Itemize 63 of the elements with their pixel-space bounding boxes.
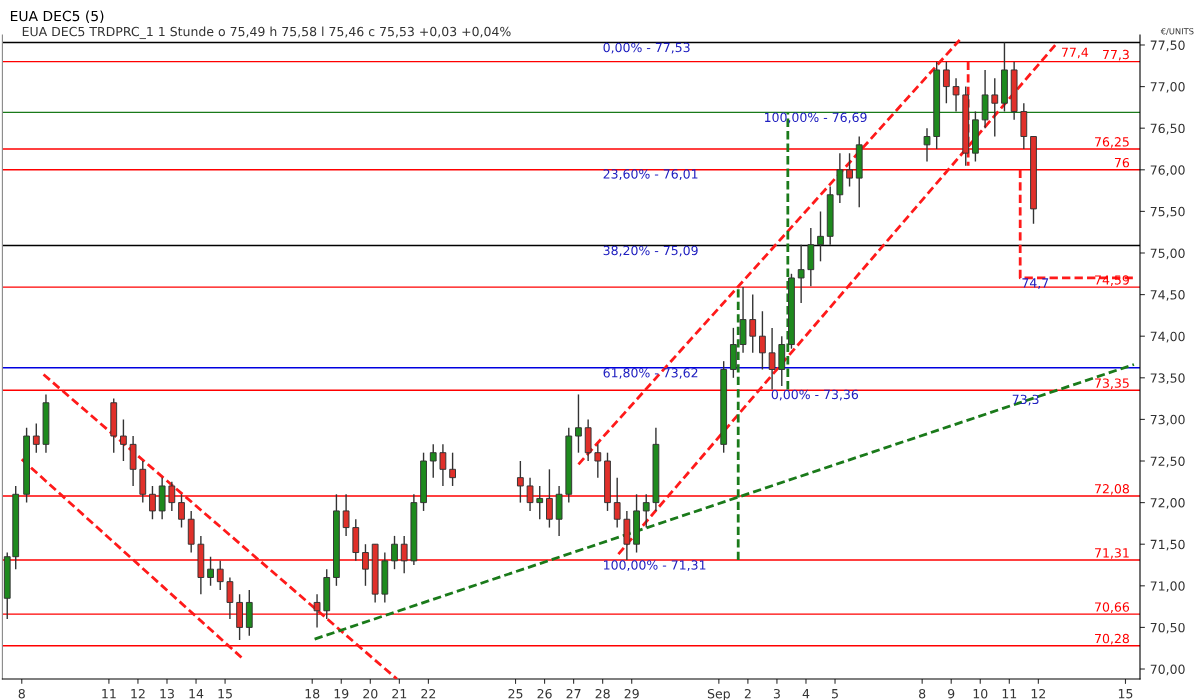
x-tick-label: 5 xyxy=(832,689,838,699)
y-tick-label: 73,00 xyxy=(1150,414,1185,426)
y-tick-label: 72,50 xyxy=(1150,456,1185,468)
x-tick-label: 4 xyxy=(802,689,810,699)
y-tick-label: 75,50 xyxy=(1150,206,1185,218)
chart-subtitle: EUA DEC5 TRDPRC_1 1 Stunde o 75,49 h 75,58 l 75,46 c 75,53 +0,03 +0,04% xyxy=(22,26,511,40)
annotation: 100,00% - 71,31 xyxy=(604,560,706,571)
y-tick-label: 77,00 xyxy=(1150,82,1185,93)
x-tick-label: 22 xyxy=(421,688,436,699)
x-tick-label: 2 xyxy=(744,688,751,699)
x-tick-label: 29 xyxy=(624,688,639,699)
x-tick-label: Sep xyxy=(707,688,730,700)
x-tick-label: 11 xyxy=(102,689,116,699)
chart-title: EUA DEC5 (5) xyxy=(10,10,104,23)
annotation: 0,00% - 77,53 xyxy=(603,42,690,54)
ref-line-label: 77,3 xyxy=(1103,49,1129,61)
x-tick-label: 19 xyxy=(334,688,349,699)
y-tick-label: 70,00 xyxy=(1150,664,1185,676)
ref-line-label: 70,66 xyxy=(1095,602,1130,613)
x-tick-label: 8 xyxy=(18,688,25,699)
x-tick-label: 18 xyxy=(305,688,320,699)
x-tick-label: 12 xyxy=(131,688,145,699)
y-tick-label: 76,50 xyxy=(1150,123,1185,135)
x-tick-label: 27 xyxy=(566,688,581,699)
y-tick-label: 77,50 xyxy=(1150,40,1185,52)
y-tick-label: 74,00 xyxy=(1150,331,1185,343)
y-tick-label: 71,50 xyxy=(1150,539,1185,551)
x-tick-label: 26 xyxy=(537,688,552,699)
ref-line-label: 70,28 xyxy=(1095,633,1129,645)
annotation: 61,80% - 73,62 xyxy=(603,368,698,379)
annotation: 77,4 xyxy=(1062,47,1089,59)
y-tick-label: 74,50 xyxy=(1150,290,1185,301)
ref-line-label: 71,31 xyxy=(1095,548,1129,559)
annotation: 23,60% - 76,01 xyxy=(603,169,698,180)
y-tick-label: 73,50 xyxy=(1150,373,1185,384)
x-tick-label: 12 xyxy=(1031,688,1046,699)
x-tick-label: 25 xyxy=(508,688,523,699)
ref-line-label: 73,35 xyxy=(1095,378,1129,390)
x-tick-label: 9 xyxy=(948,688,955,699)
y-tick-label: 76,00 xyxy=(1150,165,1185,176)
y-tick-label: 72,00 xyxy=(1150,498,1185,509)
annotation: 38,20% - 75,09 xyxy=(603,245,698,257)
x-tick-label: 15 xyxy=(1118,689,1133,699)
y-tick-label: 75,00 xyxy=(1150,248,1185,260)
ref-line-label: 72,08 xyxy=(1095,484,1129,495)
x-tick-label: 11 xyxy=(1002,689,1017,699)
x-tick-label: 28 xyxy=(595,688,610,699)
x-tick-label: 20 xyxy=(363,688,378,699)
x-tick-label: 21 xyxy=(392,688,407,699)
x-tick-label: 8 xyxy=(919,688,926,699)
x-tick-label: 13 xyxy=(160,688,174,699)
y-axis-title: €/UNITS xyxy=(1160,28,1194,36)
ref-line-label: 74,59 xyxy=(1095,275,1129,286)
y-tick-label: 71,00 xyxy=(1150,581,1185,593)
x-tick-label: 3 xyxy=(773,688,780,699)
ref-line-label: 76 xyxy=(1114,157,1130,168)
y-tick-label: 70,50 xyxy=(1150,622,1185,634)
annotation: 100,00% - 76,69 xyxy=(765,112,867,124)
x-tick-label: 10 xyxy=(973,688,988,699)
x-tick-label: 14 xyxy=(189,689,204,699)
ref-line-label: 76,25 xyxy=(1095,137,1129,148)
annotation: 0,00% - 73,36 xyxy=(771,389,859,401)
x-tick-label: 15 xyxy=(218,689,232,699)
